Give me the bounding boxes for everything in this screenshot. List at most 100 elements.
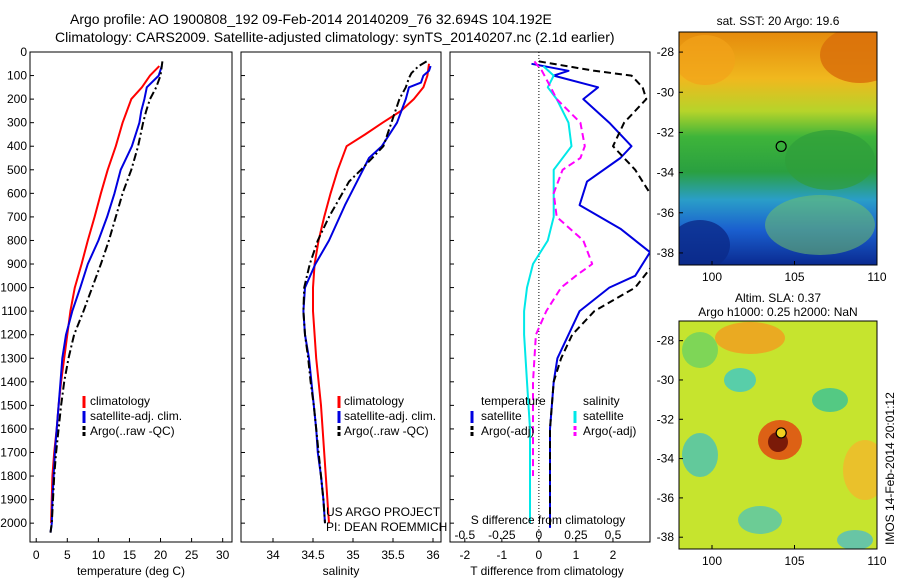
- sla-positive-anomaly: [843, 440, 877, 500]
- salinity-axis-label: salinity: [323, 564, 360, 578]
- depth-tick-label: 200: [7, 92, 27, 106]
- map-x-tick-label: 105: [784, 554, 804, 568]
- sst-warm-patch: [820, 32, 877, 83]
- salinity-tick-label: 35: [346, 548, 360, 562]
- temperature-tick-label: 20: [154, 548, 168, 562]
- sst-cool-patch: [765, 195, 875, 255]
- salinity-axes: [240, 51, 442, 543]
- series-satellite-adj-clim-: [49, 65, 163, 533]
- depth-tick-label: 1600: [0, 422, 27, 436]
- header-title-line1: Argo profile: AO 1900808_192 09-Feb-2014…: [70, 11, 552, 27]
- series-climatology: [50, 65, 161, 524]
- depth-tick-label: 1800: [0, 469, 27, 483]
- side-timestamp: IMOS 14-Feb-2014 20:01:12: [883, 392, 897, 545]
- s-difference-axis-ticks: -0.5-0.2500.250.5: [454, 528, 621, 542]
- sla-negative-anomaly: [812, 388, 848, 412]
- salinity-tick-label: 34.5: [301, 548, 325, 562]
- series-argo-raw-qc-: [49, 61, 164, 533]
- sla-argo-marker: [775, 427, 787, 439]
- sst-green-patch: [785, 130, 875, 190]
- legend-title-salinity: salinity: [583, 394, 620, 408]
- temperature-axis-label: temperature (deg C): [77, 564, 185, 578]
- t-difference-tick-label: -2: [459, 548, 470, 562]
- depth-tick-label: 0: [20, 45, 27, 59]
- map-y-tick-label: -36: [657, 206, 675, 220]
- map-x-tick-label: 110: [867, 554, 886, 568]
- temperature-axes: [29, 51, 233, 543]
- sst-map-axes: [678, 31, 878, 266]
- depth-tick-label: 700: [7, 210, 27, 224]
- sla-negative-anomaly: [837, 530, 873, 549]
- sst-argo-marker: [775, 140, 787, 152]
- depth-tick-label: 1000: [0, 281, 27, 295]
- salinity-tick-label: 34: [266, 548, 280, 562]
- depth-tick-label: 400: [7, 139, 27, 153]
- temperature-tick-label: 5: [64, 548, 71, 562]
- map-y-tick-label: -34: [657, 166, 675, 180]
- depth-tick-label: 1400: [0, 375, 27, 389]
- sla-map-ticks: 100 105 110 -28 -30 -32 -34 -36 -38: [657, 334, 887, 568]
- credit-line2: PI: DEAN ROEMMICH: [326, 520, 447, 534]
- sla-negative-anomaly: [738, 506, 782, 534]
- sla-neutral-patch: [682, 332, 718, 368]
- temperature-axis-ticks: 0 5 10 15 20 25 30: [33, 538, 230, 562]
- s-difference-tick-label: 0.5: [605, 528, 622, 542]
- series-salinity-satellite: [523, 65, 573, 524]
- sla-positive-anomaly: [715, 322, 785, 354]
- argo-position-marker: [775, 140, 787, 152]
- sla-negative-anomaly: [724, 368, 756, 392]
- s-difference-tick-label: -0.5: [454, 528, 475, 542]
- depth-tick-label: 1100: [1, 304, 27, 318]
- legend-label-temp-argo: Argo(-adj): [481, 424, 534, 438]
- sla-negative-anomaly: [682, 433, 718, 477]
- difference-axes: [449, 51, 651, 543]
- legend-label-climatology: climatology: [90, 394, 150, 408]
- temperature-lines: [49, 61, 164, 533]
- legend-title-temperature: temperature: [481, 394, 546, 408]
- legend-label-sal-argo: Argo(-adj): [583, 424, 636, 438]
- legend-label-argo: Argo(..raw -QC): [344, 424, 429, 438]
- credit-line1: US ARGO PROJECT: [326, 505, 441, 519]
- map-x-tick-label: 105: [784, 270, 804, 284]
- legend-label-satellite: satellite-adj. clim.: [90, 409, 182, 423]
- legend-label-sal-satellite: satellite: [583, 409, 624, 423]
- sst-map-ticks: 100 105 110 -28 -30 -32 -34 -36 -38: [657, 45, 887, 284]
- map-y-tick-label: -38: [657, 530, 675, 544]
- s-difference-tick-label: 0.25: [564, 528, 588, 542]
- t-difference-tick-label: 1: [573, 548, 580, 562]
- temperature-tick-label: 0: [33, 548, 40, 562]
- argo-position-marker: [775, 427, 787, 439]
- s-difference-tick-label: -0.25: [488, 528, 516, 542]
- map-y-tick-label: -28: [657, 334, 675, 348]
- map-y-tick-label: -32: [657, 125, 675, 139]
- sst-cold-patch: [679, 220, 730, 265]
- depth-tick-label: 800: [7, 233, 27, 247]
- t-difference-tick-label: 2: [610, 548, 617, 562]
- temperature-tick-label: 25: [185, 548, 199, 562]
- legend-label-satellite: satellite-adj. clim.: [344, 409, 436, 423]
- map-x-tick-label: 100: [702, 554, 722, 568]
- map-y-tick-label: -30: [657, 373, 675, 387]
- header-title-line2: Climatology: CARS2009. Satellite-adjuste…: [55, 29, 615, 45]
- difference-legend: temperature salinity satellite Argo(-adj…: [470, 394, 636, 438]
- salinity-tick-label: 36: [426, 548, 440, 562]
- t-difference-axis-ticks: -2 -1 0 1 2: [459, 538, 617, 562]
- series-argo-raw-qc-: [302, 60, 428, 524]
- series-temperature-satellite: [531, 62, 650, 528]
- legend-label-climatology: climatology: [344, 394, 404, 408]
- series-temperature-argo-adj-: [538, 60, 650, 528]
- sst-map-title: sat. SST: 20 Argo: 19.6: [717, 14, 840, 28]
- depth-tick-label: 1900: [0, 493, 27, 507]
- map-y-tick-label: -38: [657, 246, 675, 260]
- map-y-tick-label: -30: [657, 85, 675, 99]
- s-difference-axis-label: S difference from climatology: [471, 513, 626, 527]
- depth-tick-label: 1200: [0, 328, 27, 342]
- sst-warm-patch: [679, 35, 735, 85]
- temperature-tick-label: 10: [92, 548, 106, 562]
- salinity-tick-label: 35.5: [381, 548, 405, 562]
- map-y-tick-label: -32: [657, 412, 675, 426]
- difference-lines: [523, 60, 650, 528]
- depth-axis-ticks: 0 100 200 300 400 500 600 700 800 900 1000 1100 1200…: [0, 45, 454, 530]
- temperature-legend: climatology satellite-adj. clim. Argo(..…: [82, 394, 182, 438]
- temperature-tick-label: 15: [123, 548, 137, 562]
